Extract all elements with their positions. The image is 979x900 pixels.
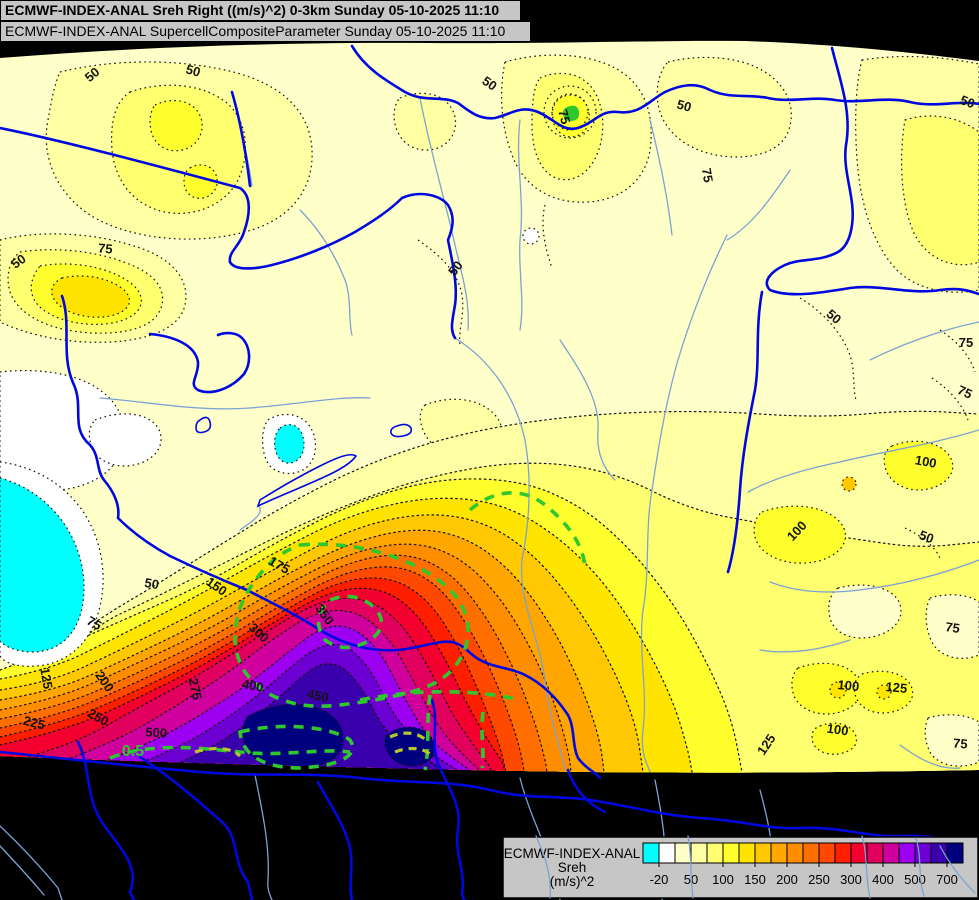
legend-parameter: Sreh xyxy=(558,860,587,875)
contour-label: 50 xyxy=(958,92,977,111)
contour-label: 75 xyxy=(699,167,716,184)
contour-label: 50 xyxy=(8,251,28,272)
contour-label: 125 xyxy=(885,679,908,696)
contour-label: 75 xyxy=(959,335,973,350)
colorbar-tick-label: 100 xyxy=(712,872,734,887)
colorbar-cell xyxy=(866,842,884,864)
contour-label: 125 xyxy=(37,666,56,690)
colorbar-tick-label: 700 xyxy=(936,872,958,887)
contour-label: 75 xyxy=(98,240,114,256)
colorbar-cell xyxy=(898,842,916,864)
contour-label: 50 xyxy=(184,62,202,80)
country-borders xyxy=(0,44,979,900)
colorbar-cell xyxy=(754,842,772,864)
contour-label: 275 xyxy=(186,677,205,701)
colorbar-cell xyxy=(834,842,852,864)
contour-label: 75 xyxy=(84,613,104,633)
colorbar-tick-label: 250 xyxy=(808,872,830,887)
colorbar-cell xyxy=(802,842,820,864)
supercell-contours xyxy=(109,105,587,771)
colorbar-cell xyxy=(706,842,724,864)
contour-label: 100 xyxy=(914,452,938,471)
colorbar-cell xyxy=(738,842,756,864)
contour-label: 50 xyxy=(917,527,936,546)
contour-label: 450 xyxy=(306,686,330,705)
colorbar-cell xyxy=(642,842,660,864)
colorbar-tick-label: -20 xyxy=(650,872,669,887)
helicity-bands xyxy=(0,410,979,773)
southeast-patches xyxy=(753,440,979,767)
contour-label: 50 xyxy=(479,73,499,94)
contour-label: 75 xyxy=(955,382,974,402)
colorbar-tick-label: 300 xyxy=(840,872,862,887)
colorbar-cell xyxy=(770,842,788,864)
contour-label: 400 xyxy=(241,676,265,695)
supercell-spot-marker xyxy=(562,105,580,122)
contour-label: 50 xyxy=(675,97,693,115)
contour-label: 75 xyxy=(953,735,969,751)
title-bar-sreh: ECMWF-INDEX-ANAL Sreh Right ((m/s)^2) 0-… xyxy=(0,0,521,21)
colorbar-tick-label: 150 xyxy=(744,872,766,887)
contour-label: 100 xyxy=(837,677,860,694)
contour-label: 75 xyxy=(555,108,573,126)
colorbar-tick-label: 400 xyxy=(872,872,894,887)
contour-label: 75 xyxy=(944,619,960,636)
colorbar-tick-label: 200 xyxy=(776,872,798,887)
colorbar-tick-label: 500 xyxy=(904,872,926,887)
dotted-contours xyxy=(417,85,976,559)
colorbar-cell xyxy=(818,842,836,864)
negative-helicity-patches xyxy=(0,227,540,667)
legend-model: ECMWF-INDEX-ANAL xyxy=(504,846,641,861)
colorbar-cell xyxy=(882,842,900,864)
contour-label: 225 xyxy=(22,713,47,733)
contour-label: 500 xyxy=(145,724,167,740)
colorbar-cell xyxy=(690,842,708,864)
rivers-over-legend xyxy=(535,835,976,899)
colorbar-cell xyxy=(658,842,676,864)
contour-label: 100 xyxy=(826,721,850,739)
contour-label: 50 xyxy=(143,575,160,592)
shaded-field xyxy=(0,40,979,773)
colorbar-cell xyxy=(946,842,964,864)
colorbar-cell xyxy=(674,842,692,864)
colorbar-cell xyxy=(722,842,740,864)
legend-units: (m/s)^2 xyxy=(550,874,595,889)
supercell-contour-label: 0.5 xyxy=(122,743,144,760)
colorbar-cell xyxy=(786,842,804,864)
title-bar-supercell: ECMWF-INDEX-ANAL SupercellCompositeParam… xyxy=(0,21,531,42)
